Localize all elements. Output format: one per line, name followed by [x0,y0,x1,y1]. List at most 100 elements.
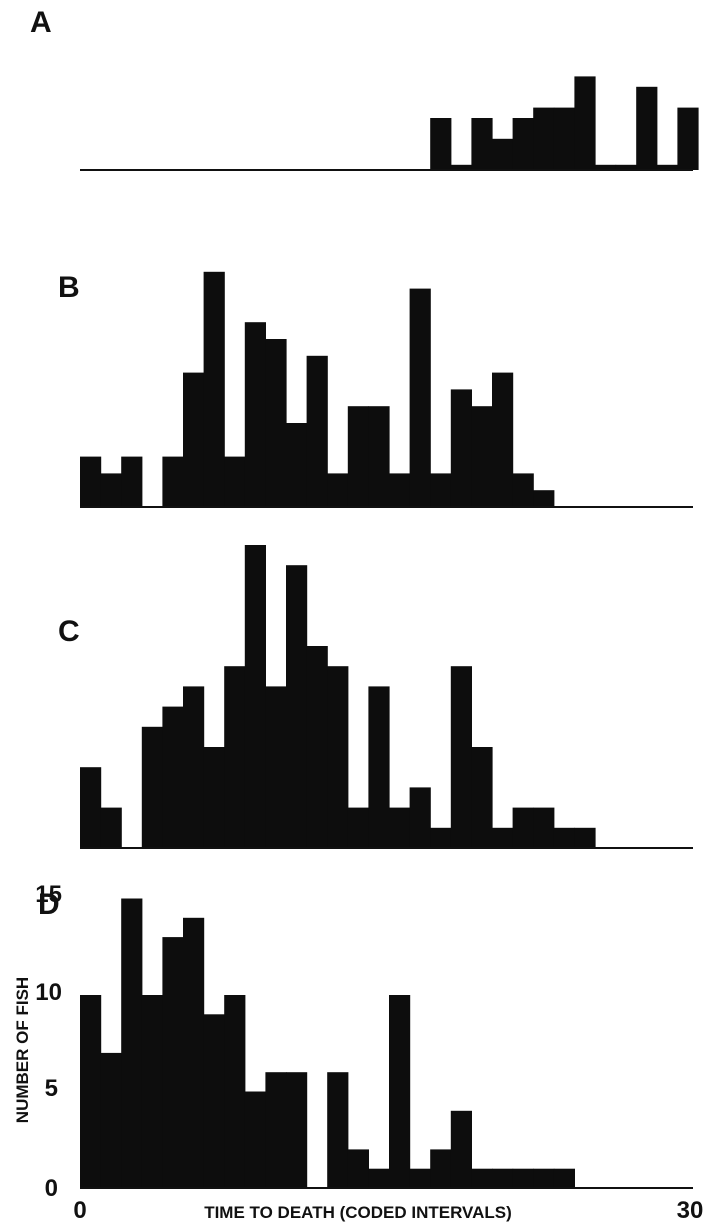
panel-b-bar-15 [389,473,411,507]
panel-c-bar-13 [347,807,369,848]
panel-c-bar-0 [80,767,102,848]
panel-d-bar-2 [121,898,143,1188]
panel-d-bar-12 [327,1072,349,1188]
panel-d-bar-23 [553,1168,575,1188]
panel-d-bar-22 [533,1168,555,1188]
panel-b-bar-14 [368,406,390,507]
panel-d-bar-19 [471,1168,493,1188]
panel-a-bar-29 [677,107,699,170]
y-tick-labels: 0 5 10 15 [35,881,62,1202]
panel-c: C [58,545,693,849]
panel-c-bar-22 [533,807,555,848]
panel-d-bars [80,898,575,1188]
x-axis-label: TIME TO DEATH (CODED INTERVALS) [204,1203,512,1222]
panel-b-bars [80,271,555,507]
x-tick-labels: 0 30 [73,1197,703,1224]
panel-b-bar-2 [121,456,143,507]
panel-a-bar-23 [553,107,575,170]
panel-b: B [58,271,693,508]
panel-c-bar-19 [471,747,493,848]
panel-a-bar-19 [471,118,493,170]
panel-c-bar-11 [306,646,328,848]
panel-c-bar-1 [100,807,122,848]
panel-b-bar-1 [100,473,122,507]
panel-d-bar-17 [430,1149,452,1188]
panel-d: D 0 5 10 15 NUMBER OF FISH 0 30 TIME TO … [13,881,703,1224]
panel-c-bar-7 [224,666,246,848]
panel-d-label: D [38,888,60,921]
panel-a-bar-24 [574,76,596,170]
panel-a-bar-18 [450,164,472,170]
panel-a-bars [430,76,699,170]
panel-c-bar-4 [162,706,184,848]
panel-a-bar-25 [595,164,617,170]
panel-d-bar-10 [286,1072,308,1188]
x-tick-label-30: 30 [677,1197,704,1224]
panel-a-bar-27 [636,86,658,170]
panel-c-bar-5 [183,686,205,848]
panel-a-bar-28 [656,164,678,170]
panel-a-bar-22 [533,107,555,170]
panel-b-bar-8 [244,322,266,507]
panel-b-bar-16 [409,288,431,507]
panel-b-label: B [58,271,80,304]
panel-c-bar-23 [553,827,575,848]
panel-d-bar-5 [183,917,205,1188]
panel-b-bar-9 [265,339,287,507]
panel-b-bar-13 [347,406,369,507]
panel-b-bar-10 [286,423,308,507]
panel-b-bar-0 [80,456,102,507]
panel-c-bar-3 [141,726,163,848]
panel-b-bar-4 [162,456,184,507]
panel-d-bar-18 [450,1110,472,1188]
y-tick-label-10: 10 [35,979,62,1006]
panel-d-bar-16 [409,1168,431,1188]
panel-b-bar-22 [533,490,555,507]
panel-c-bar-16 [409,787,431,848]
panel-d-bar-4 [162,937,184,1188]
panel-c-bar-8 [244,545,266,848]
y-axis-label: NUMBER OF FISH [13,977,32,1123]
panel-b-bar-12 [327,473,349,507]
panel-d-bar-9 [265,1072,287,1188]
panel-b-bar-19 [471,406,493,507]
panel-b-bar-11 [306,355,328,507]
panel-b-bar-18 [450,389,472,507]
panel-b-bar-17 [430,473,452,507]
panel-b-bar-6 [203,271,225,507]
panel-b-bar-7 [224,456,246,507]
panel-d-bar-13 [347,1149,369,1188]
panel-d-bar-14 [368,1168,390,1188]
panel-c-bar-15 [389,807,411,848]
panel-c-bar-9 [265,686,287,848]
panel-c-bar-21 [512,807,534,848]
panel-c-bar-20 [492,827,514,848]
panel-a: A [30,6,699,171]
panel-d-bar-7 [224,995,246,1188]
y-tick-label-5: 5 [45,1075,58,1102]
panel-d-bar-21 [512,1168,534,1188]
panel-a-bar-26 [615,164,637,170]
panel-d-bar-8 [244,1091,266,1188]
panel-d-bar-20 [492,1168,514,1188]
panel-d-bar-0 [80,995,102,1188]
panel-a-bar-17 [430,118,452,170]
panel-c-bar-6 [203,747,225,848]
y-tick-label-15: 15 [35,881,62,908]
panel-c-bar-10 [286,565,308,848]
panel-c-bar-12 [327,666,349,848]
x-tick-label-0: 0 [73,1197,86,1224]
panel-d-bar-15 [389,995,411,1188]
panel-b-bar-21 [512,473,534,507]
panel-c-bar-24 [574,827,596,848]
panel-c-bar-17 [430,827,452,848]
panel-a-bar-21 [512,118,534,170]
panel-a-label: A [30,6,52,39]
panel-d-bar-6 [203,1014,225,1188]
panel-c-label: C [58,615,80,648]
panel-d-bar-3 [141,995,163,1188]
panel-b-bar-5 [183,372,205,507]
panel-c-bar-14 [368,686,390,848]
y-tick-label-0: 0 [45,1175,58,1202]
